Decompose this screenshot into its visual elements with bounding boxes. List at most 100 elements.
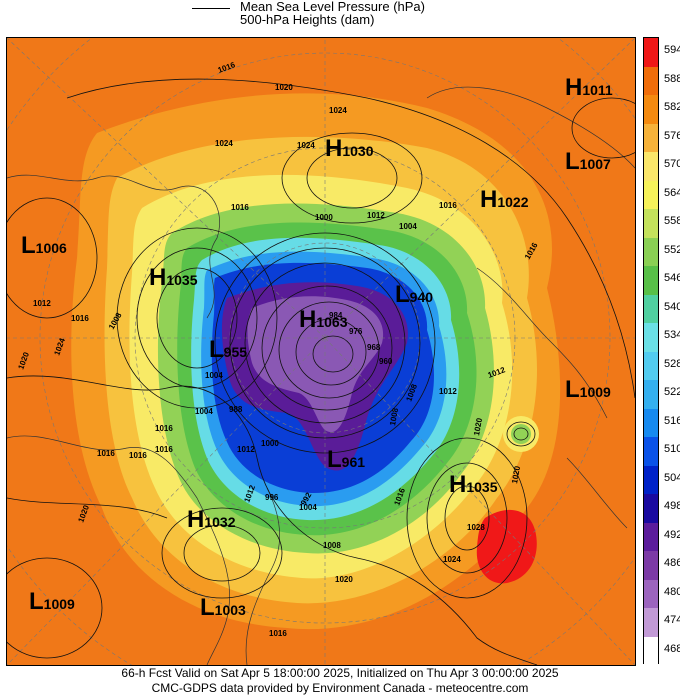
forecast-valid-time: 66-h Fcst Valid on Sat Apr 5 18:00:00 20… bbox=[121, 666, 559, 680]
colorbar-cell bbox=[644, 351, 658, 381]
chart-header: Mean Sea Level Pressure (hPa) 500-hPa He… bbox=[0, 0, 680, 36]
isobar-label: 1016 bbox=[155, 445, 173, 454]
colorbar-cell bbox=[644, 465, 658, 495]
colorbar-cell bbox=[644, 123, 658, 153]
isobar-label: 1020 bbox=[510, 465, 522, 485]
colorbar-tick-label: 534 bbox=[664, 329, 680, 342]
colorbar-cell bbox=[644, 294, 658, 324]
colorbar-tick-label: 546 bbox=[664, 272, 680, 285]
colorbar-tick-label: 468 bbox=[664, 642, 680, 655]
pressure-center-low: L955 bbox=[209, 336, 248, 363]
colorbar-tick-label: 540 bbox=[664, 300, 680, 313]
colorbar-cell bbox=[644, 522, 658, 552]
isobar-label: 1016 bbox=[71, 314, 89, 323]
colorbar-tick-label: 552 bbox=[664, 243, 680, 256]
legend-mslp-label: Mean Sea Level Pressure (hPa) bbox=[240, 0, 425, 14]
isobar-label: 1016 bbox=[97, 449, 115, 458]
height-band-480 bbox=[247, 296, 384, 433]
pressure-center-low: L1006 bbox=[21, 232, 67, 259]
isobar-label: 1016 bbox=[231, 203, 249, 212]
colorbar-cell bbox=[644, 437, 658, 466]
isobar-label: 976 bbox=[349, 327, 363, 336]
map-panel: 1016 1020 1024 1024 1024 1016 1000 1012 … bbox=[6, 37, 636, 666]
contour-line-legend-swatch bbox=[192, 8, 230, 9]
pressure-center-high: H1032 bbox=[187, 506, 236, 533]
colorbar-cell bbox=[644, 494, 658, 523]
legend-500hpa-label: 500-hPa Heights (dam) bbox=[240, 12, 375, 27]
pressure-center-low: L1009 bbox=[565, 376, 611, 403]
height-colorbar bbox=[643, 37, 659, 666]
isobar-label: 1004 bbox=[205, 371, 223, 380]
colorbar-cell bbox=[644, 608, 658, 637]
isobar-label: 1024 bbox=[443, 555, 461, 564]
weather-map: 1016 1020 1024 1024 1024 1016 1000 1012 … bbox=[7, 38, 635, 665]
isobar-label: 1024 bbox=[297, 141, 315, 150]
pressure-center-high: H1030 bbox=[325, 135, 374, 162]
colorbar-cell bbox=[644, 408, 658, 438]
colorbar-tick-label: 564 bbox=[664, 186, 680, 199]
colorbar-tick-label: 576 bbox=[664, 129, 680, 142]
colorbar-tick-label: 474 bbox=[664, 614, 680, 627]
pressure-center-high: H1011 bbox=[565, 74, 613, 101]
colorbar-tick-label: 486 bbox=[664, 557, 680, 570]
isobar-label: 1016 bbox=[439, 201, 457, 210]
isobar-label: 1016 bbox=[155, 424, 173, 433]
pressure-center-high: H1035 bbox=[149, 264, 198, 291]
colorbar-tick-label: 582 bbox=[664, 101, 680, 114]
colorbar-tick-label: 504 bbox=[664, 471, 680, 484]
isobar-label: 1012 bbox=[237, 445, 255, 454]
isobar-label: 1008 bbox=[323, 541, 341, 550]
colorbar-tick-label: 558 bbox=[664, 215, 680, 228]
colorbar-cell bbox=[644, 38, 658, 67]
isobar-label: 1008 bbox=[388, 407, 400, 427]
pressure-center-low: L1003 bbox=[200, 594, 246, 621]
coastlines bbox=[7, 86, 635, 665]
isobar-label: 1000 bbox=[261, 439, 279, 448]
isobar-label: 984 bbox=[329, 311, 343, 320]
pressure-center-low: L1007 bbox=[565, 148, 611, 175]
isobar-label: 1004 bbox=[195, 407, 213, 416]
colorbar-tick-label: 588 bbox=[664, 72, 680, 85]
colorbar-tick-label: 570 bbox=[664, 158, 680, 171]
colorbar-tick-label: 594 bbox=[664, 44, 680, 57]
isobar-label: 960 bbox=[379, 357, 393, 366]
colorbar-cell bbox=[644, 579, 658, 609]
colorbar-cell bbox=[644, 95, 658, 124]
isobar-label: 1024 bbox=[329, 106, 347, 115]
isobar-label: 1012 bbox=[367, 211, 385, 220]
colorbar-tick-label: 510 bbox=[664, 443, 680, 456]
colorbar-cell bbox=[644, 180, 658, 210]
colorbar-tick-label: 522 bbox=[664, 386, 680, 399]
isobar-label: 1016 bbox=[269, 629, 287, 638]
colorbar-tick-label: 492 bbox=[664, 528, 680, 541]
isobar-label: 1020 bbox=[275, 83, 293, 92]
colorbar-cell bbox=[644, 66, 658, 96]
isobar-label: 1020 bbox=[335, 575, 353, 584]
data-credit: CMC-GDPS data provided by Environment Ca… bbox=[151, 681, 529, 695]
colorbar-tick-label: 516 bbox=[664, 414, 680, 427]
isobar-label: 1020 bbox=[472, 417, 484, 437]
colorbar-cell bbox=[644, 380, 658, 409]
colorbar-cell bbox=[644, 636, 658, 666]
colorbar-cell bbox=[644, 323, 658, 352]
colorbar-cell bbox=[644, 237, 658, 267]
isobar-label: 1000 bbox=[315, 213, 333, 222]
pressure-center-low: L940 bbox=[395, 281, 434, 308]
isobar-label: 1004 bbox=[299, 503, 317, 512]
colorbar-tick-label: 528 bbox=[664, 357, 680, 370]
isobar-label: 1028 bbox=[467, 523, 485, 532]
isobars bbox=[7, 78, 635, 665]
colorbar-cell bbox=[644, 209, 658, 238]
isobar-label: 1024 bbox=[215, 139, 233, 148]
isobar-label: 1004 bbox=[399, 222, 417, 231]
chart-footer: 66-h Fcst Valid on Sat Apr 5 18:00:00 20… bbox=[0, 666, 680, 696]
pressure-center-high: H1035 bbox=[449, 471, 498, 498]
pressure-center-high: H1063 bbox=[299, 306, 348, 333]
isobar-label: 988 bbox=[229, 405, 243, 414]
colorbar-tick-label: 498 bbox=[664, 500, 680, 513]
pressure-center-low: L1009 bbox=[29, 588, 75, 615]
colorbar-cell bbox=[644, 152, 658, 181]
height-band-594 bbox=[476, 509, 537, 584]
isobar-label: 1016 bbox=[129, 451, 147, 460]
colorbar-tick-label: 480 bbox=[664, 585, 680, 598]
